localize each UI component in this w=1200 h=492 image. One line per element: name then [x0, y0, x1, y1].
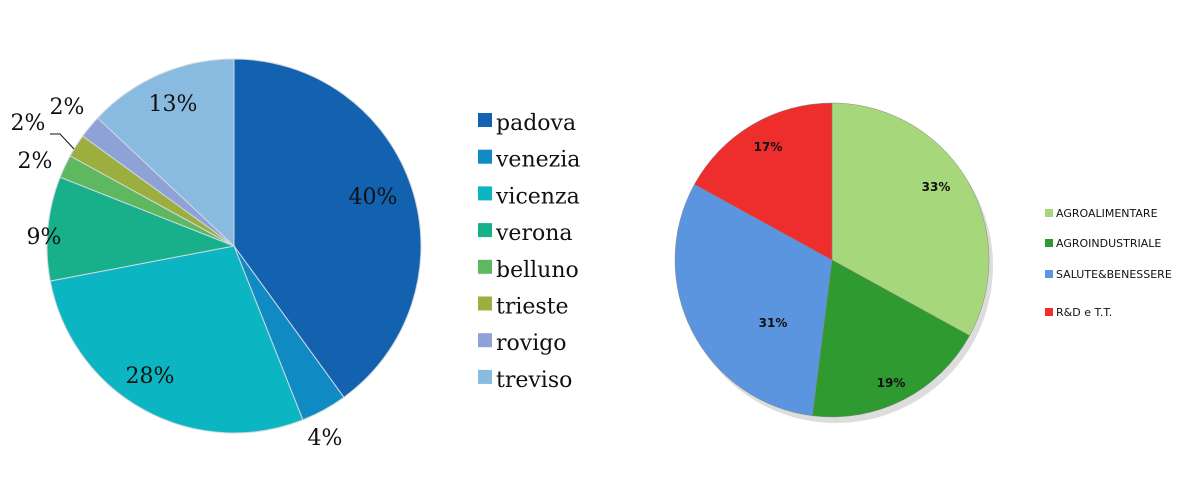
- legend-label: padova: [496, 111, 576, 136]
- data-label: 13%: [149, 92, 198, 117]
- legend-label: venezia: [495, 148, 580, 173]
- pie-chart-1: 40%4%28%9%2%2%2% 13%: [11, 58, 422, 451]
- pie-chart-2: 33% 19% 31% 17%: [674, 102, 993, 423]
- legend-swatch: [478, 223, 492, 238]
- data-label: 2%: [11, 111, 46, 136]
- data-label: 2%: [18, 149, 53, 174]
- legend: AGROALIMENTARE AGROINDUSTRIALE SALUTE&BENE…: [1045, 207, 1172, 319]
- legend-label: belluno: [496, 258, 579, 283]
- legend-swatch: [478, 369, 492, 384]
- legend-label: vicenza: [495, 184, 580, 209]
- legend-label: SALUTE&BENESSERE: [1056, 268, 1172, 281]
- data-label: 2%: [50, 95, 85, 120]
- leader-line: [50, 133, 75, 150]
- pie-slice-treviso: [96, 58, 235, 248]
- legend-swatch: [1045, 209, 1053, 217]
- legend-label: R&D e T.T.: [1056, 306, 1112, 319]
- legend-swatch: [478, 113, 492, 127]
- data-label: 4%: [308, 426, 343, 451]
- legend-label: trieste: [496, 295, 569, 320]
- legend-label: treviso: [496, 368, 572, 393]
- data-label: 31%: [759, 316, 788, 330]
- legend-swatch: [1045, 270, 1053, 278]
- pie-slice-vicenza: [49, 245, 304, 434]
- legend-swatch: [1045, 239, 1053, 247]
- data-label: 17%: [754, 140, 783, 154]
- legend-label: rovigo: [496, 331, 567, 356]
- legend-swatch: [1045, 308, 1053, 316]
- data-label: 9%: [27, 225, 62, 250]
- pie-slice-agroalimentare: [831, 102, 990, 336]
- pie-slice-agroindustriale: [812, 259, 970, 418]
- pie-slice-verona: [46, 176, 236, 282]
- data-label: 33%: [922, 180, 951, 194]
- legend-swatch: [478, 296, 492, 311]
- legend-label: verona: [495, 221, 573, 246]
- legend-swatch: [478, 186, 492, 201]
- legend-swatch: [478, 259, 492, 274]
- data-label: 40%: [349, 185, 398, 210]
- legend: padova venezia vicenza verona belluno trieste…: [478, 111, 580, 393]
- legend-label: AGROALIMENTARE: [1056, 207, 1158, 220]
- pie-slice-salute-benessere: [674, 184, 833, 417]
- legend-label: AGROINDUSTRIALE: [1056, 237, 1161, 250]
- legend-swatch: [478, 333, 492, 348]
- data-label: 28%: [126, 364, 175, 389]
- pie-slice-r-d-e-t-t-: [694, 102, 833, 261]
- data-label: 19%: [877, 376, 906, 390]
- legend-swatch: [478, 149, 492, 164]
- pie-slice-padova: [233, 58, 422, 398]
